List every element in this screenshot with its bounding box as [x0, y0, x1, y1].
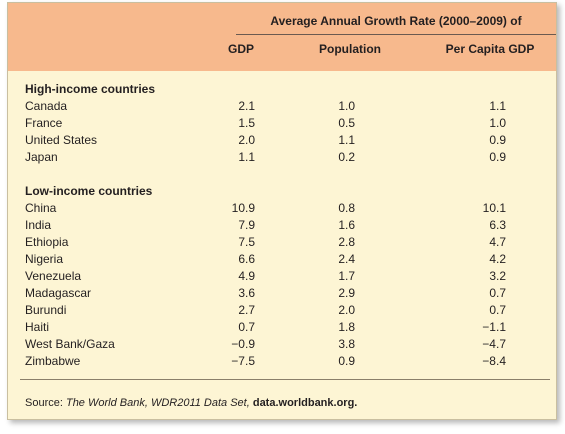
cell-value: 2.7: [238, 303, 255, 317]
cell-value: −4.7: [482, 337, 506, 351]
cell-value: 1.6: [338, 218, 355, 232]
separator: [20, 379, 550, 380]
cell-value: 3.8: [338, 337, 355, 351]
cell-value: 6.3: [489, 218, 506, 232]
row-label: Burundi: [25, 303, 67, 317]
cell-value: 0.7: [489, 286, 506, 300]
cell-value: 4.7: [489, 235, 506, 249]
cell-value: 0.5: [338, 116, 355, 130]
row-label: West Bank/Gaza: [25, 337, 115, 351]
cell-value: −8.4: [482, 354, 506, 368]
row-label: United States: [25, 133, 98, 147]
cell-value: 1.0: [338, 99, 355, 113]
cell-value: 0.9: [489, 133, 506, 147]
cell-value: 7.5: [238, 235, 255, 249]
row-label: Canada: [25, 99, 68, 113]
cell-value: 1.1: [338, 133, 355, 147]
cell-value: 0.9: [489, 150, 506, 164]
cell-value: 10.9: [231, 201, 255, 215]
group-heading: Low-income countries: [25, 184, 153, 198]
column-header: Population: [319, 42, 381, 56]
cell-value: 1.1: [238, 150, 255, 164]
source-link: data.worldbank.org.: [252, 397, 358, 409]
row-label: Zimbabwe: [25, 354, 81, 368]
row-label: France: [25, 116, 63, 130]
cell-value: 1.7: [338, 269, 355, 283]
row-label: China: [25, 201, 57, 215]
row-label: Venezuela: [25, 269, 82, 283]
table: Average Annual Growth Rate (2000–2009) o…: [7, 2, 557, 420]
cell-value: 0.7: [238, 320, 255, 334]
column-header: GDP: [227, 42, 254, 56]
cell-value: −1.1: [482, 320, 506, 334]
cell-value: 2.1: [238, 99, 255, 113]
cell-value: 2.9: [338, 286, 355, 300]
cell-value: 0.7: [489, 303, 506, 317]
row-label: Haiti: [25, 320, 50, 334]
row-label: Madagascar: [25, 286, 92, 300]
cell-value: 2.0: [238, 133, 255, 147]
row-label: Japan: [25, 150, 58, 164]
cell-value: 3.6: [238, 286, 255, 300]
source-text: The World Bank, WDR2011 Data Set,: [65, 397, 253, 409]
cell-value: 0.8: [338, 201, 355, 215]
cell-value: 1.5: [238, 116, 255, 130]
row-label: Ethiopia: [25, 235, 69, 249]
cell-value: 1.8: [338, 320, 355, 334]
cell-value: 0.2: [338, 150, 355, 164]
cell-value: 2.4: [338, 252, 355, 266]
group-heading: High-income countries: [25, 82, 156, 96]
header-rule: [236, 34, 556, 35]
cell-value: 4.9: [238, 269, 255, 283]
cell-value: 0.9: [338, 354, 355, 368]
table-header: Average Annual Growth Rate (2000–2009) o…: [8, 3, 556, 71]
cell-value: 10.1: [482, 201, 506, 215]
source-note: Source: The World Bank, WDR2011 Data Set…: [25, 397, 357, 409]
cell-value: 1.1: [489, 99, 506, 113]
cell-value: −0.9: [231, 337, 255, 351]
cell-value: −7.5: [231, 354, 255, 368]
row-label: India: [25, 218, 52, 232]
cell-value: 3.2: [489, 269, 506, 283]
cell-value: 2.0: [338, 303, 355, 317]
header-title: Average Annual Growth Rate (2000–2009) o…: [270, 14, 522, 28]
cell-value: 4.2: [489, 252, 506, 266]
cell-value: 1.0: [489, 116, 506, 130]
row-label: Nigeria: [25, 252, 64, 266]
source-label: Source:: [25, 397, 66, 409]
column-header: Per Capita GDP: [445, 42, 535, 56]
cell-value: 2.8: [338, 235, 355, 249]
cell-value: 6.6: [238, 252, 255, 266]
cell-value: 7.9: [238, 218, 255, 232]
